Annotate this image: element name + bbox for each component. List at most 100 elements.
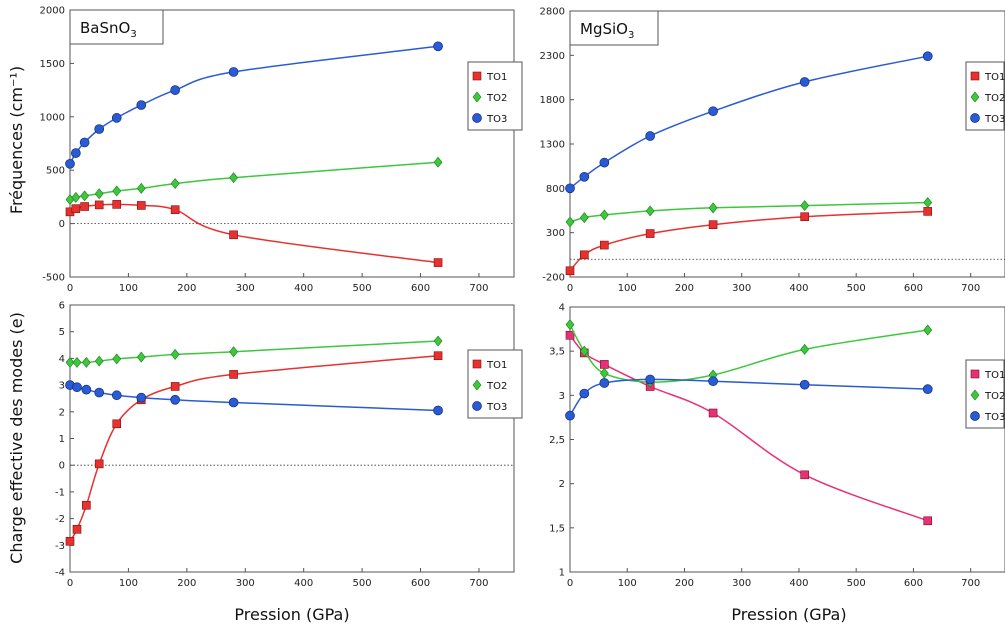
legend-label-to1: TO1 (486, 72, 507, 83)
data-point-to1 (71, 204, 81, 213)
data-point-to3 (599, 378, 610, 388)
y-tick-label: 2 (559, 479, 565, 490)
y-tick-label: 1300 (540, 140, 565, 151)
legend-marker-to3 (472, 401, 482, 411)
series-line-to3 (569, 378, 928, 417)
y-axis-label-frequencies: Fréquences (cm⁻¹) (7, 66, 26, 214)
data-point-to1 (600, 240, 609, 250)
legend: TO1 TO2 TO3 (965, 61, 1005, 131)
y-tick-label: 2,5 (549, 435, 565, 446)
data-point-to2 (923, 324, 933, 336)
data-point-to1 (923, 516, 933, 526)
x-tick-label: 400 (789, 283, 808, 294)
data-point-to1 (600, 360, 609, 369)
data-point-to1 (645, 229, 655, 238)
y-tick-label: 1,5 (549, 523, 565, 534)
x-tick-label: 300 (236, 283, 255, 294)
y-tick-label: 800 (546, 184, 565, 195)
data-point-to3 (565, 183, 575, 194)
data-point-to3 (72, 382, 82, 393)
data-point-to1 (65, 536, 75, 546)
y-tick-label: -3 (55, 541, 65, 552)
data-point-to3 (433, 405, 443, 416)
legend-label-to1: TO1 (984, 370, 1005, 381)
legend-label-to3: TO3 (984, 412, 1005, 423)
legend-marker-to3 (970, 411, 980, 421)
series-line-to2 (569, 201, 928, 223)
data-point-to1 (923, 207, 933, 216)
x-tick-label: 600 (904, 578, 923, 589)
x-tick-label: 500 (353, 578, 372, 589)
series-line-to1 (69, 203, 439, 264)
chart-panel-3: 0 100 200 300 400 500 600 700 -4 -3 -2 -1 0 1 2 3 4 5 6 TO1… (55, 301, 523, 589)
data-point-to3 (170, 394, 181, 405)
x-tick-label: 300 (732, 578, 751, 589)
legend-label-to1: TO1 (984, 72, 1005, 83)
legend-label-to2: TO2 (984, 391, 1005, 402)
y-tick-label: 1 (559, 568, 565, 579)
y-tick-label: 500 (46, 166, 65, 177)
plot-frame (69, 304, 515, 573)
chart-panel-4: 0 100 200 300 400 500 600 70011,522,533,54TO1TO… (549, 303, 1005, 589)
series-line-to3 (569, 55, 928, 189)
data-point-to1 (229, 230, 238, 240)
data-point-to2 (170, 348, 180, 360)
y-tick-label: 5 (59, 327, 65, 338)
y-tick-label: 2300 (540, 51, 565, 62)
x-tick-label: 500 (847, 283, 866, 294)
y-tick-label: 2 (59, 407, 65, 418)
series-line-to1 (569, 210, 928, 272)
data-point-to3 (708, 106, 718, 117)
x-tick-label: 500 (847, 578, 866, 589)
x-tick-label: 100 (618, 578, 637, 589)
data-point-to1 (708, 408, 718, 418)
x-tick-label: 700 (961, 578, 980, 589)
legend-label-to2: TO2 (486, 381, 507, 392)
data-point-to2 (229, 172, 238, 184)
x-tick-label: 300 (236, 578, 255, 589)
data-point-to2 (800, 343, 810, 355)
y-tick-label: 1800 (540, 95, 565, 106)
legend-label-to3: TO3 (984, 114, 1005, 125)
data-point-to2 (599, 367, 609, 379)
data-point-to3 (111, 390, 122, 401)
series-line-to2 (70, 340, 439, 364)
legend-label-to2: TO2 (984, 93, 1005, 104)
data-point-to3 (79, 137, 90, 148)
panels-group: 0 100 200 300 400 500 600 700-50005001000150020… (40, 6, 1005, 589)
data-point-to2 (71, 191, 81, 203)
data-point-to1 (112, 419, 122, 429)
chart-panel-1: 0 100 200 300 400 500 600 700-50005001000150020… (40, 6, 523, 294)
data-point-to1 (136, 201, 146, 210)
y-tick-label: -2 (55, 514, 65, 525)
x-axis-label-right: Pression (GPa) (731, 605, 846, 624)
title-box (569, 10, 659, 46)
data-point-to2 (80, 190, 89, 202)
data-point-to1 (170, 205, 180, 215)
data-point-to2 (81, 356, 91, 368)
y-tick-label: -4 (55, 568, 65, 579)
data-point-to1 (580, 250, 589, 260)
x-tick-label: 100 (119, 578, 138, 589)
x-axis-label-left: Pression (GPa) (234, 605, 349, 624)
legend-label-to1: TO1 (486, 360, 507, 371)
legend-marker-to3 (472, 113, 482, 123)
data-point-to2 (112, 353, 122, 365)
data-point-to1 (800, 212, 809, 222)
x-tick-label: 400 (294, 578, 313, 589)
legend-marker-to1 (970, 369, 980, 379)
data-point-to2 (136, 182, 146, 194)
x-tick-label: 200 (675, 283, 694, 294)
x-tick-label: 0 (67, 283, 73, 294)
plot-frame (569, 306, 1005, 573)
x-tick-label: 400 (294, 283, 313, 294)
y-tick-label: 4 (559, 303, 565, 314)
legend: TO1 TO2 TO3 (467, 61, 523, 131)
y-tick-label: 300 (546, 228, 565, 239)
data-point-to2 (599, 209, 609, 221)
x-tick-label: 500 (353, 283, 372, 294)
data-point-to2 (923, 197, 933, 209)
legend-marker-to2 (472, 91, 482, 103)
data-point-to2 (579, 212, 589, 224)
chart-title: BaSnO3 (80, 19, 137, 40)
